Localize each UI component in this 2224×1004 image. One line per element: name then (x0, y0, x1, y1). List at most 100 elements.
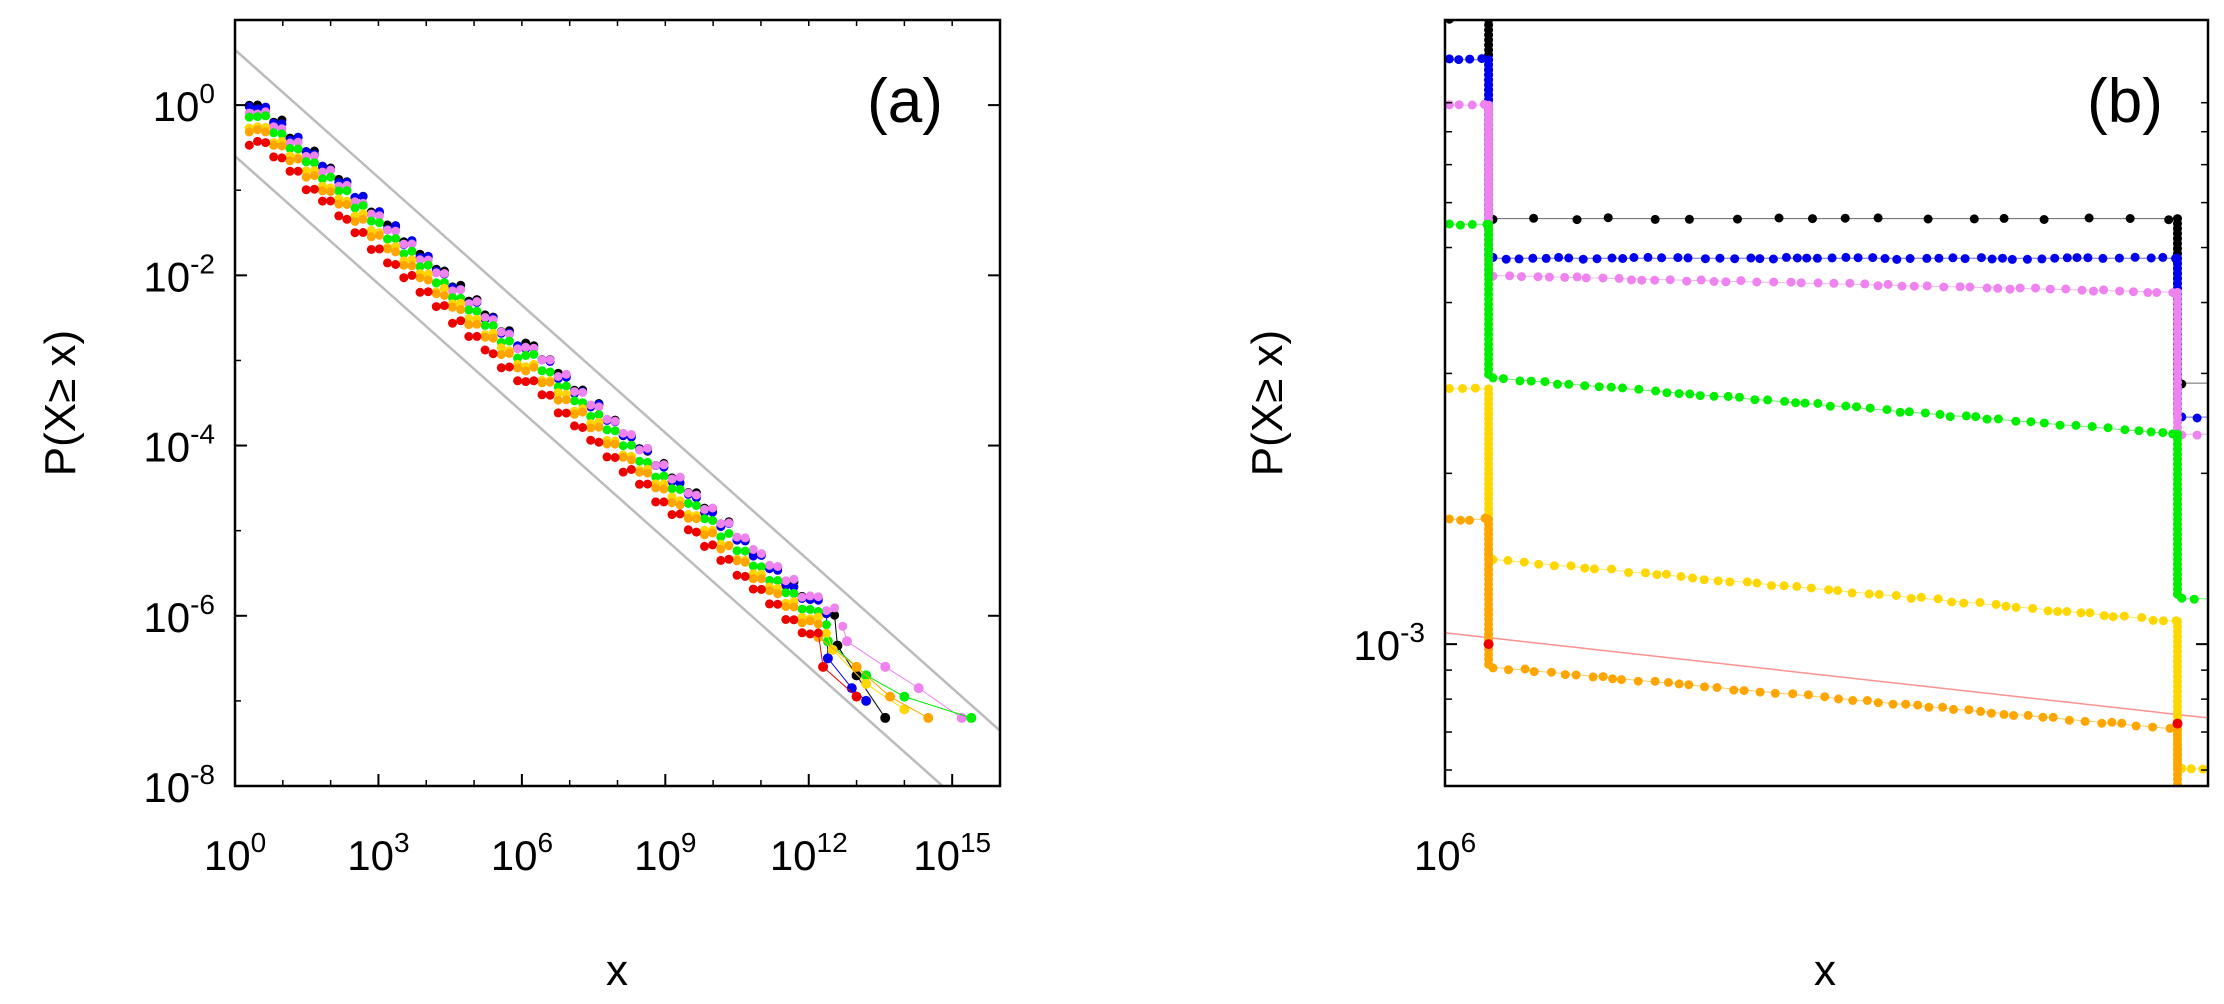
point-violet (1560, 272, 1570, 282)
point-green (521, 351, 531, 360)
point-green (1618, 383, 1627, 393)
point-orange (578, 407, 588, 417)
point-orange (423, 275, 433, 285)
point-blue (2192, 413, 2202, 423)
point-green (1945, 412, 1955, 422)
point-orange (342, 200, 352, 209)
point-red (350, 228, 360, 238)
panel-label-a: (a) (867, 67, 943, 136)
series-red (244, 136, 862, 702)
point-green (423, 260, 433, 270)
point-violet (1682, 276, 1692, 286)
point-gold (1991, 599, 2001, 609)
point-orange (2173, 795, 2182, 804)
point-violet (1626, 275, 1636, 285)
point-blue (1673, 253, 1683, 263)
point-violet (309, 151, 319, 161)
point-orange (1617, 675, 1626, 685)
point-blue (1683, 253, 1693, 263)
point-red (851, 691, 862, 702)
point-red (244, 140, 254, 150)
point-red (366, 245, 376, 254)
point-red (594, 437, 604, 447)
point-violet (1637, 275, 1647, 285)
point-green (1634, 384, 1644, 394)
point-orange (1888, 699, 1898, 709)
point-gold (2099, 611, 2109, 621)
point-orange (2173, 830, 2182, 839)
point-blue (1554, 252, 1564, 262)
point-blue (1976, 253, 1986, 263)
point-blue (1746, 253, 1756, 263)
point-green (448, 293, 457, 303)
point-green (244, 112, 254, 122)
point-violet (1650, 275, 1660, 285)
point-orange (1770, 688, 1780, 698)
point-red (439, 301, 449, 311)
a-y-tick-label: 100 (153, 78, 215, 130)
point-green (2120, 425, 2130, 435)
point-blue (1768, 254, 1778, 264)
point-violet (448, 286, 457, 296)
point-orange (1964, 705, 1974, 715)
point-orange (2173, 825, 2182, 834)
point-green (358, 201, 368, 211)
point-green (301, 157, 311, 167)
point-red (358, 228, 368, 237)
point-orange (2038, 712, 2048, 722)
point-blue (2007, 254, 2017, 264)
point-green (1920, 408, 1930, 418)
point-red (456, 316, 466, 326)
point-orange (358, 214, 368, 224)
point-gold (2011, 602, 2021, 612)
point-violet (2143, 288, 2153, 297)
point-red (683, 525, 693, 535)
series-green (1445, 219, 2208, 604)
point-green (350, 203, 360, 213)
point-orange (464, 320, 474, 330)
point-blue (2050, 253, 2060, 263)
point-orange (1739, 686, 1749, 696)
point-gold (2001, 601, 2011, 611)
series-red (1483, 639, 2183, 729)
point-violet (1665, 275, 1675, 285)
point-orange (1873, 698, 1883, 708)
point-violet (553, 372, 563, 381)
point-blue (1607, 253, 1617, 263)
series-orange (244, 125, 934, 723)
point-orange (1848, 696, 1858, 705)
point-orange (2097, 718, 2107, 728)
point-gold (1519, 557, 1529, 567)
a-x-tick-label: 100 (204, 827, 266, 879)
point-violet (1581, 273, 1591, 283)
point-red (789, 615, 799, 625)
point-violet (659, 460, 669, 470)
point-orange (496, 350, 506, 360)
point-gold (1891, 591, 1901, 600)
point-red (285, 166, 295, 176)
point-blue (1700, 254, 1710, 264)
point-green (1723, 391, 1733, 401)
point-violet (2192, 430, 2202, 440)
point-green (732, 546, 742, 556)
point-blue (2146, 253, 2156, 263)
point-red (423, 287, 433, 297)
point-green (1882, 405, 1892, 415)
point-black (1923, 214, 1933, 224)
point-violet (716, 519, 726, 529)
point-green (2134, 426, 2144, 436)
point-green (773, 576, 783, 585)
point-orange (277, 141, 287, 151)
point-blue (861, 695, 872, 706)
point-orange (2173, 820, 2182, 829)
point-gold (1767, 581, 1776, 591)
point-orange (2173, 860, 2182, 869)
point-black (1684, 214, 1694, 224)
point-blue (1618, 254, 1628, 263)
point-violet (1467, 100, 1477, 110)
point-orange (318, 186, 327, 196)
point-orange (1976, 706, 1986, 716)
point-red (1483, 639, 1494, 650)
point-orange (626, 455, 636, 465)
a-x-tick-label: 103 (347, 827, 409, 879)
